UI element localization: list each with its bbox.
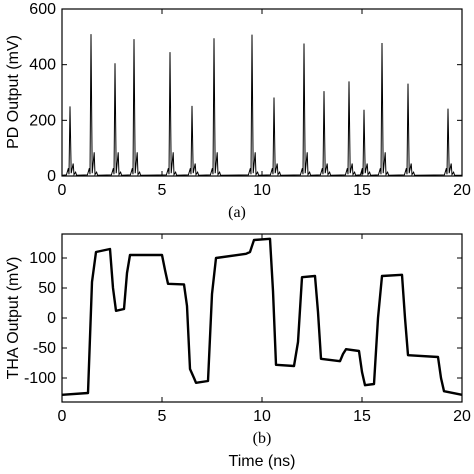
x-tick-label: 20: [453, 408, 471, 425]
panel-b-frame: [61, 233, 463, 403]
panel-b-ylabel: THA Output (mV): [5, 257, 22, 380]
panel-a-frame: [61, 8, 463, 177]
panel-a-yticks: 0 200 400 600: [29, 1, 462, 185]
y-tick-label: 400: [29, 57, 56, 74]
panel-a-caption: (a): [228, 204, 246, 221]
panel-a-ylabel: PD Output (mV): [5, 35, 22, 149]
x-tick-label: 10: [253, 408, 271, 425]
x-tick-label: 10: [253, 182, 271, 199]
y-tick-label: 50: [38, 280, 56, 297]
y-tick-label: 100: [29, 250, 56, 267]
x-tick-label: 15: [353, 408, 371, 425]
tha-output-series: [61, 237, 463, 396]
y-tick-label: 0: [47, 310, 56, 327]
y-tick-label: -100: [24, 370, 56, 387]
panel-b-yticks: 100 50 0 -50 -100: [24, 250, 462, 387]
y-tick-label: 0: [47, 168, 56, 185]
y-tick-label: 200: [29, 112, 56, 129]
panel-b-xticks: 0 5 10 15 20: [58, 234, 471, 425]
y-tick-label: 600: [29, 1, 56, 18]
panel-b-xlabel: Time (ns): [229, 453, 296, 470]
x-tick-label: 5: [158, 408, 167, 425]
x-tick-label: 0: [58, 408, 67, 425]
y-tick-label: -50: [33, 340, 56, 357]
panel-a-xticks: 0 5 10 15 20: [58, 9, 471, 199]
panel-a: 0 5 10 15 20 0 200 400 600 PD Output (mV) (a): [5, 1, 471, 221]
panel-b: 0 5 10 15 20 100 50 0 -50 -100 THA Output (mV) (…: [5, 233, 471, 470]
panel-b-caption: (b): [253, 430, 272, 447]
x-tick-label: 5: [158, 182, 167, 199]
panel-b-plot-area: [61, 237, 463, 396]
x-tick-label: 15: [353, 182, 371, 199]
x-tick-label: 20: [453, 182, 471, 199]
panel-a-plot-area: [61, 34, 462, 177]
pd-output-series: [61, 34, 462, 177]
x-tick-label: 0: [58, 182, 67, 199]
